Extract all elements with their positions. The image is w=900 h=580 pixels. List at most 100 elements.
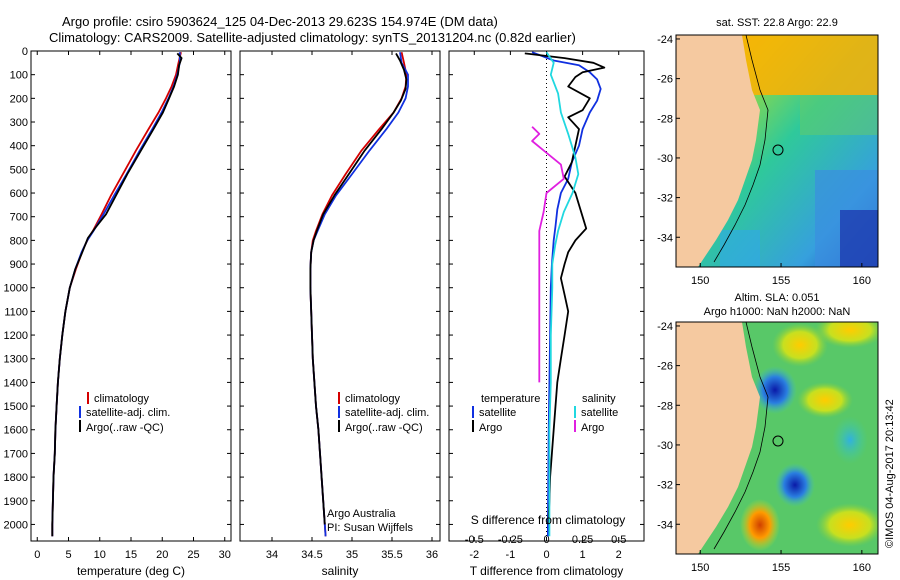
legend-label-satellite: satellite-adj. clim. [86,407,170,419]
s-tick-label: -0.5 [465,534,484,546]
x-tick-label: 34.5 [301,549,322,561]
map-y-tick-label: -32 [657,480,673,492]
header-line1: Argo profile: csiro 5903624_125 04-Dec-2… [62,14,498,29]
x-tick-label: 34 [266,549,278,561]
y-tick-label: 1300 [4,354,28,366]
x-tick-label: 15 [125,549,137,561]
sla-map: Altim. SLA: 0.051 Argo h1000: NaN h2000:… [657,292,879,574]
legend-label-s-satellite: satellite [581,407,618,419]
y-tick-label: 800 [10,235,28,247]
differences-x-axis-label: T difference from climatology [470,564,624,578]
legend-label-t-satellite: satellite [479,407,516,419]
series-argo-raw-qc- [51,52,183,537]
series-s-argo [531,126,565,383]
y-tick-label: 1100 [4,306,28,318]
map-y-tick-label: -30 [657,153,673,165]
map-y-tick-label: -24 [657,34,673,46]
temperature-panel: 0 5 10 15 20 25 300100200300400500600700800900… [4,46,232,578]
difference-legend: temperature salinity satellite Argo sate… [472,393,618,434]
sla-map-title-2: Argo h1000: NaN h2000: NaN [704,306,851,318]
legend-label-satellite: satellite-adj. clim. [345,407,429,419]
y-tick-label: 0 [22,46,28,58]
y-tick-label: 700 [10,212,28,224]
y-tick-label: 1800 [4,472,28,484]
s-tick-label: -0.25 [498,534,523,546]
temperature-legend: climatology satellite-adj. clim. Argo(..… [79,392,170,434]
sst-shelf-contour [713,35,769,263]
y-tick-label: 100 [10,70,28,82]
temperature-plot-area [30,50,232,542]
map-y-tick-label: -26 [657,361,673,373]
map-y-tick-label: -28 [657,113,673,125]
salinity-legend: climatology satellite-adj. clim. Argo(..… [338,392,429,434]
sla-shelf-contour [713,322,769,550]
legend-label-climatology: climatology [345,393,401,405]
y-tick-label: 1500 [4,401,28,413]
x-tick-label: -2 [469,549,479,561]
y-tick-label: 400 [10,141,28,153]
series-t-argo [524,52,606,525]
y-tick-label: 1700 [4,448,28,460]
x-tick-label: 36 [426,549,438,561]
series-s-satellite [545,51,580,537]
y-tick-label: 300 [10,117,28,129]
annotation-institution: Argo Australia [327,508,396,520]
map-y-tick-label: -28 [657,400,673,412]
map-y-tick-label: -24 [657,321,673,333]
imos-credit: ©IMOS 04-Aug-2017 20:13:42 [884,399,896,548]
sst-map-title: sat. SST: 22.8 Argo: 22.9 [716,17,838,29]
map-x-tick-label: 155 [772,275,790,287]
y-tick-label: 1900 [4,496,28,508]
s-tick-label: 0 [543,534,549,546]
annotation-pi: PI: Susan Wijffels [327,522,413,534]
sst-map: sat. SST: 22.8 Argo: 22.9 150 155 160 -24 -2… [657,17,879,287]
map-y-tick-label: -34 [657,232,673,244]
sst-map-frame [675,34,879,268]
x-tick-label: 1 [580,549,586,561]
header-line2: Climatology: CARS2009. Satellite-adjuste… [49,30,576,45]
temperature-x-axis-label: temperature (deg C) [77,564,185,578]
y-tick-label: 500 [10,164,28,176]
map-x-tick-label: 155 [772,562,790,574]
series-argo-raw-qc- [309,52,408,525]
legend-label-argo: Argo(..raw -QC) [345,422,423,434]
y-tick-label: 200 [10,93,28,105]
x-tick-label: 0 [543,549,549,561]
sla-map-frame [675,321,879,555]
s-tick-label: 0.5 [611,534,626,546]
y-tick-label: 1000 [4,283,28,295]
y-tick-label: 600 [10,188,28,200]
s-difference-axis-label: S difference from climatology [471,513,626,527]
x-tick-label: 0 [34,549,40,561]
legend-label-t-argo: Argo [479,422,502,434]
map-x-tick-label: 150 [691,562,709,574]
salinity-panel: 34 34.5 35 35.5 36 salinity [239,50,441,578]
legend-label-s-argo: Argo [581,422,604,434]
sst-land [676,35,760,267]
x-tick-label: 20 [156,549,168,561]
map-x-tick-label: 150 [691,275,709,287]
x-tick-label: 35 [346,549,358,561]
map-y-tick-label: -32 [657,193,673,205]
x-tick-label: 30 [219,549,231,561]
y-tick-label: 900 [10,259,28,271]
x-tick-label: 2 [616,549,622,561]
x-tick-label: 25 [187,549,199,561]
y-tick-label: 1600 [4,425,28,437]
legend-header-salinity: salinity [582,393,616,405]
difference-panel: -2 -1 0 1 2 -0.5 -0.25 0 0.25 0.5 T difference fro… [448,50,645,578]
map-y-tick-label: -34 [657,519,673,531]
salinity-x-axis-label: salinity [322,564,359,578]
s-tick-label: 0.25 [572,534,593,546]
y-tick-label: 1400 [4,377,28,389]
series-t-satellite [531,51,602,537]
salinity-plot-area [239,50,441,542]
map-x-tick-label: 160 [853,275,871,287]
argo-position-marker [772,435,784,447]
legend-header-temperature: temperature [481,393,540,405]
legend-label-climatology: climatology [94,393,150,405]
legend-label-argo: Argo(..raw -QC) [86,422,164,434]
y-tick-label: 1200 [4,330,28,342]
y-tick-label: 2000 [4,519,28,531]
